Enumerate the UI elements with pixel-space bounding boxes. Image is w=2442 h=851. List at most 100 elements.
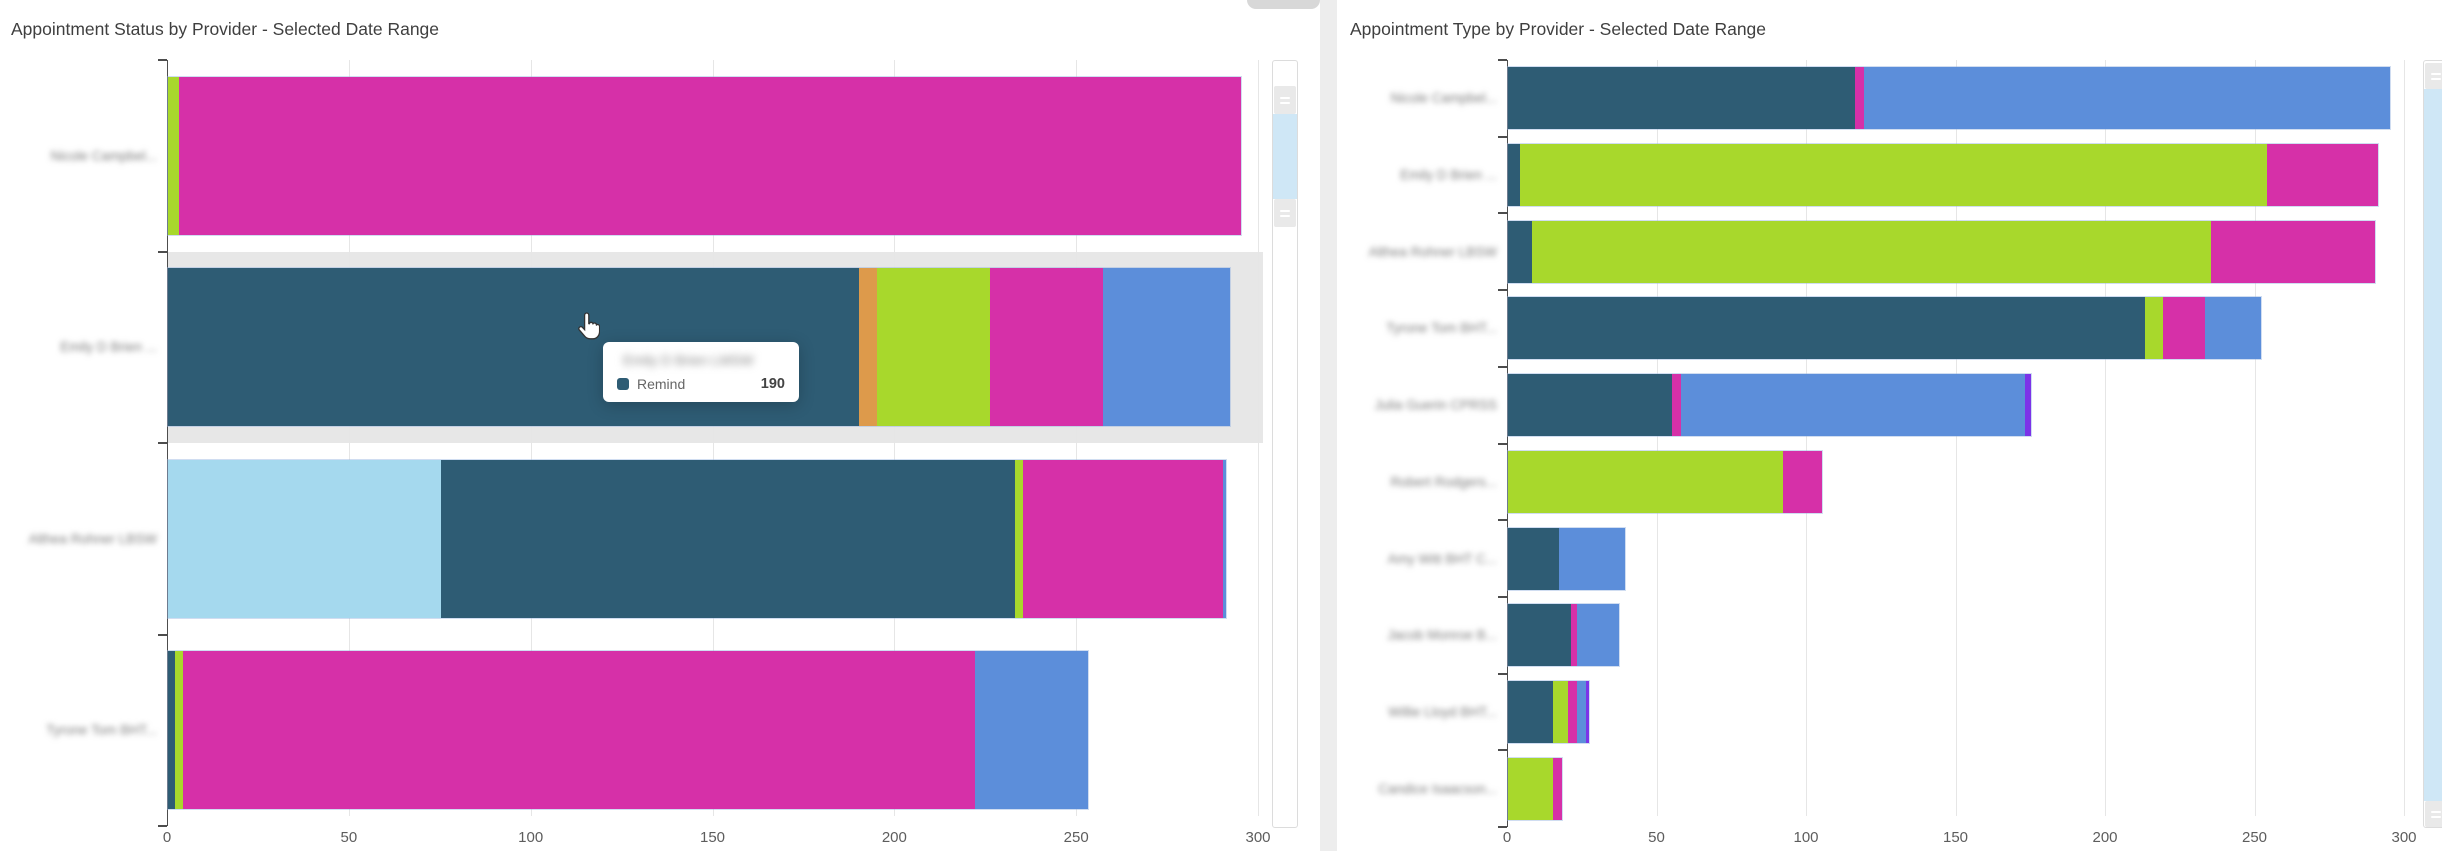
bar-segment[interactable]	[2162, 297, 2205, 360]
bar-segment[interactable]	[877, 268, 990, 427]
bar-segment[interactable]	[1585, 680, 1589, 743]
tooltip-series-label: Remind	[637, 376, 686, 392]
bar-segment[interactable]	[1854, 67, 1864, 130]
bar-segment[interactable]	[440, 459, 1016, 618]
grip-icon	[2431, 815, 2441, 818]
stacked-bar[interactable]	[1508, 450, 1822, 513]
datazoom-handle-bottom[interactable]	[2425, 801, 2442, 827]
category-label: Emily D Brien ...	[60, 339, 157, 355]
bar-segment[interactable]	[1508, 220, 1532, 283]
stacked-bar[interactable]	[168, 651, 1089, 810]
y-axis-tick	[1498, 595, 1507, 598]
x-axis-tick-label: 100	[1793, 829, 1819, 846]
bar-segment[interactable]	[1508, 297, 2145, 360]
datazoom-handle-top[interactable]	[2425, 63, 2442, 89]
x-gridline	[894, 60, 896, 816]
x-gridline	[530, 60, 532, 816]
y-axis-line	[1507, 60, 1508, 827]
bar-segment[interactable]	[1508, 374, 1673, 437]
bar-segment[interactable]	[1508, 450, 1784, 513]
x-gridline	[1258, 60, 1259, 816]
bar-segment[interactable]	[1552, 757, 1562, 820]
bar-segment[interactable]	[1570, 604, 1577, 667]
bar-segment[interactable]	[1508, 757, 1553, 820]
bar-segment[interactable]	[975, 651, 1089, 810]
type-chart-card: Appointment Type by Provider - Selected …	[1337, 0, 2442, 851]
bar-segment[interactable]	[858, 268, 878, 427]
x-gridline	[712, 60, 714, 816]
bar-segment[interactable]	[2204, 297, 2262, 360]
bar-segment[interactable]	[1672, 374, 1682, 437]
status-chart-card: Appointment Status by Provider - Selecte…	[0, 0, 1320, 851]
bar-segment[interactable]	[1552, 680, 1568, 743]
category-label: Tyrone Tom BHT...	[1386, 320, 1497, 336]
bar-segment[interactable]	[1508, 67, 1855, 130]
stacked-bar[interactable]	[1508, 297, 2262, 360]
bar-segment[interactable]	[182, 651, 976, 810]
stacked-bar[interactable]	[1508, 144, 2379, 207]
y-axis-tick	[1498, 749, 1507, 752]
bar-segment[interactable]	[1508, 680, 1553, 743]
bar-segment[interactable]	[1863, 67, 2391, 130]
bar-segment[interactable]	[2267, 144, 2379, 207]
grip-icon	[1280, 214, 1290, 217]
datazoom-window[interactable]	[2424, 89, 2442, 801]
bar-segment[interactable]	[2210, 220, 2376, 283]
bar-segment[interactable]	[168, 76, 179, 235]
stacked-bar[interactable]	[1508, 604, 1619, 667]
stacked-bar[interactable]	[1508, 220, 2376, 283]
status-chart-datazoom-slider[interactable]	[1272, 60, 1298, 828]
series-swatch-icon	[617, 378, 629, 390]
bar-segment[interactable]	[1576, 604, 1619, 667]
type-chart-datazoom-slider[interactable]	[2423, 60, 2442, 828]
bar-segment[interactable]	[1015, 459, 1023, 618]
category-label: Jacob Monroe B...	[1387, 627, 1497, 643]
bar-segment[interactable]	[1508, 604, 1571, 667]
bar-segment[interactable]	[1508, 144, 1520, 207]
bar-segment[interactable]	[1102, 268, 1230, 427]
datazoom-handle-top[interactable]	[1274, 86, 1296, 114]
bar-segment[interactable]	[1022, 459, 1223, 618]
y-axis-tick	[1498, 289, 1507, 292]
datazoom-handle-bottom[interactable]	[1274, 199, 1296, 227]
y-axis-tick	[1498, 672, 1507, 675]
stacked-bar[interactable]	[1508, 374, 2032, 437]
stacked-bar[interactable]	[1508, 757, 1562, 820]
stacked-bar[interactable]	[1508, 680, 1589, 743]
bar-segment[interactable]	[168, 459, 441, 618]
y-axis-tick	[1498, 59, 1507, 61]
category-label: Julia Guerin CPRSS	[1374, 397, 1497, 413]
y-axis-tick	[1498, 519, 1507, 522]
grip-icon	[1280, 96, 1290, 99]
stacked-bar[interactable]	[168, 459, 1227, 618]
stacked-bar[interactable]	[1508, 67, 2391, 130]
bar-segment[interactable]	[1558, 527, 1625, 590]
datazoom-window[interactable]	[1273, 114, 1297, 199]
bar-segment[interactable]	[1508, 527, 1559, 590]
bar-segment[interactable]	[1567, 680, 1577, 743]
bar-segment[interactable]	[1519, 144, 2268, 207]
y-axis-tick	[1498, 212, 1507, 215]
grip-icon	[1280, 101, 1290, 104]
bar-segment[interactable]	[1576, 680, 1586, 743]
bar-segment[interactable]	[168, 651, 176, 810]
category-label: Tyrone Tom BHT...	[46, 722, 157, 738]
x-gridline	[348, 60, 350, 816]
x-gridline	[1076, 60, 1078, 816]
stacked-bar[interactable]	[168, 76, 1241, 235]
bar-segment[interactable]	[178, 76, 1241, 235]
bar-segment[interactable]	[2025, 374, 2032, 437]
bar-segment[interactable]	[1222, 459, 1227, 618]
bar-segment[interactable]	[2144, 297, 2163, 360]
x-gridline	[2254, 60, 2256, 816]
bar-segment[interactable]	[1531, 220, 2211, 283]
collapsed-toolbar-button[interactable]	[1247, 0, 1320, 9]
x-axis-tick-label: 200	[881, 829, 907, 846]
stacked-bar[interactable]	[1508, 527, 1625, 590]
bar-segment[interactable]	[175, 651, 183, 810]
bar-segment[interactable]	[989, 268, 1103, 427]
bar-segment[interactable]	[1681, 374, 2026, 437]
x-axis-tick-label: 200	[2092, 829, 2118, 846]
bar-segment[interactable]	[1783, 450, 1822, 513]
